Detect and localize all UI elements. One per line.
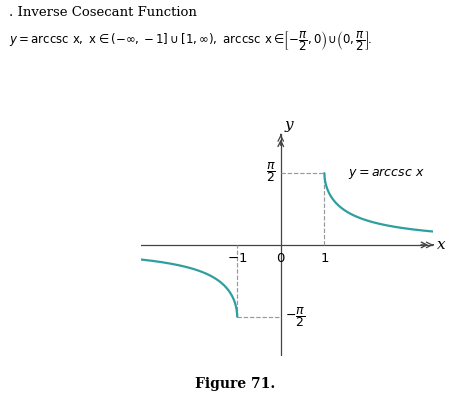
Text: . Inverse Cosecant Function: . Inverse Cosecant Function <box>9 6 197 19</box>
Text: $1$: $1$ <box>320 252 329 265</box>
Text: $0$: $0$ <box>276 252 285 265</box>
Text: $-1$: $-1$ <box>227 252 247 265</box>
Text: $-\dfrac{\pi}{2}$: $-\dfrac{\pi}{2}$ <box>285 305 306 329</box>
Text: $y = arccsc\ x$: $y = arccsc\ x$ <box>349 166 425 181</box>
Text: y: y <box>284 118 293 132</box>
Text: x: x <box>437 238 446 252</box>
Text: Figure 71.: Figure 71. <box>195 377 276 391</box>
Text: $y = \mathrm{arccsc}\ \mathrm{x},\ \mathrm{x} \in (-\infty,-1]\cup[1,\infty),\ \: $y = \mathrm{arccsc}\ \mathrm{x},\ \math… <box>9 30 373 53</box>
Text: $\dfrac{\pi}{2}$: $\dfrac{\pi}{2}$ <box>267 160 276 184</box>
